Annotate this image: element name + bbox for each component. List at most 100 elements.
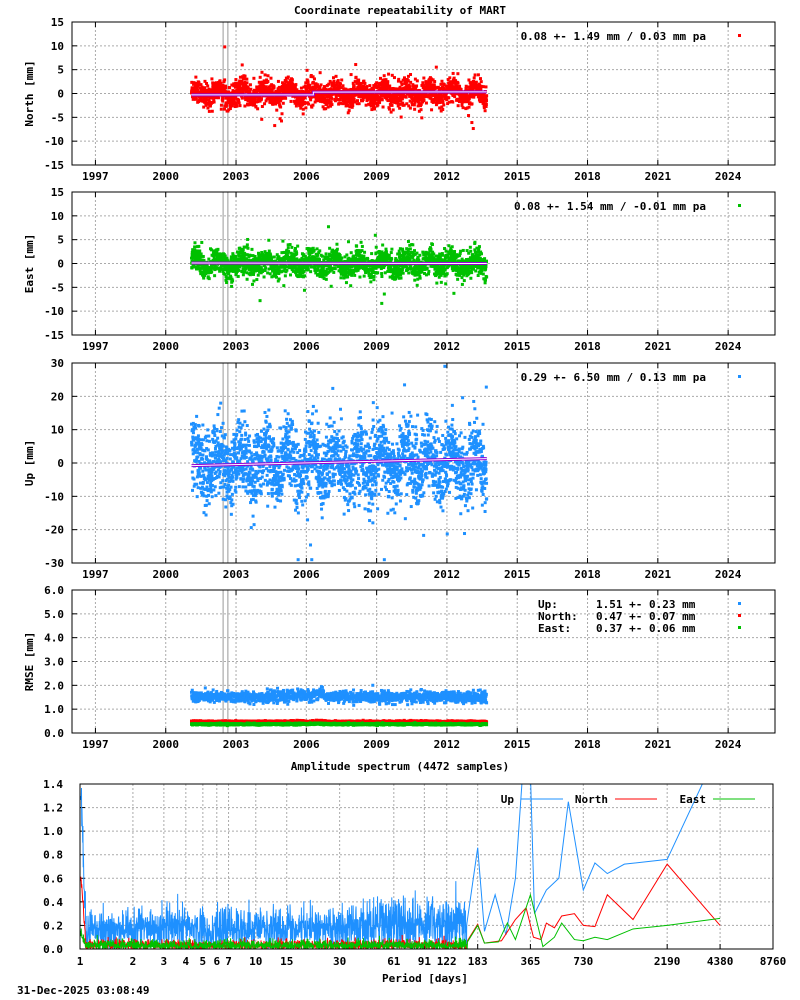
data-point — [353, 100, 357, 104]
data-point — [439, 94, 443, 98]
data-point — [368, 84, 372, 88]
data-point — [280, 119, 284, 123]
data-point — [210, 484, 214, 488]
data-point — [210, 77, 214, 81]
data-point — [458, 273, 462, 277]
data-point — [219, 81, 223, 85]
data-point — [276, 79, 280, 83]
data-point — [256, 107, 260, 111]
data-point — [355, 244, 359, 248]
data-point — [238, 79, 242, 83]
data-point — [460, 282, 464, 286]
x-tick-label: 2006 — [293, 340, 320, 353]
data-point — [202, 511, 206, 515]
data-point — [476, 73, 480, 77]
data-point — [267, 238, 271, 242]
data-point — [334, 98, 338, 102]
data-point — [458, 259, 462, 263]
data-point — [483, 281, 487, 285]
data-point — [205, 499, 209, 503]
data-point — [257, 254, 261, 258]
data-point — [421, 263, 425, 267]
data-point — [448, 84, 452, 88]
data-point — [360, 249, 364, 253]
data-point — [387, 267, 391, 271]
data-point — [328, 254, 332, 258]
data-point — [204, 487, 208, 491]
panel-2 — [72, 362, 775, 564]
data-point — [311, 246, 315, 250]
data-point — [451, 100, 455, 104]
data-point — [437, 275, 441, 279]
data-point — [478, 77, 482, 81]
data-point — [446, 102, 450, 106]
data-point — [213, 274, 217, 278]
data-point — [238, 75, 242, 79]
data-point — [281, 81, 285, 85]
data-point — [285, 268, 289, 272]
data-point — [292, 264, 296, 268]
data-point — [469, 81, 473, 85]
data-point — [205, 494, 209, 498]
data-point — [468, 85, 472, 89]
data-point — [289, 86, 293, 90]
data-point — [447, 244, 451, 248]
data-point — [197, 244, 201, 248]
data-point — [352, 85, 356, 89]
data-point — [260, 70, 264, 74]
data-point — [293, 85, 297, 89]
data-point — [459, 87, 463, 91]
data-point — [452, 291, 456, 295]
data-point — [211, 437, 215, 441]
data-point — [476, 256, 480, 260]
data-point — [274, 273, 278, 277]
data-point — [297, 263, 301, 267]
data-point — [398, 267, 402, 271]
data-point — [202, 473, 206, 477]
data-point — [412, 103, 416, 107]
data-point — [453, 95, 457, 99]
data-point — [431, 98, 435, 102]
data-point — [270, 275, 274, 279]
data-point — [485, 259, 489, 263]
data-point — [208, 96, 212, 100]
data-point — [399, 91, 403, 95]
data-point — [419, 102, 423, 106]
data-point — [357, 258, 361, 262]
data-point — [253, 99, 257, 103]
data-point — [209, 103, 213, 107]
data-point — [358, 93, 362, 97]
data-point — [262, 264, 266, 268]
data-point — [322, 258, 326, 262]
data-point — [236, 274, 240, 278]
data-point — [320, 271, 324, 275]
panel-1 — [72, 191, 775, 336]
data-point — [382, 74, 386, 78]
data-point — [463, 259, 467, 263]
data-point — [292, 99, 296, 103]
data-point — [349, 73, 353, 77]
data-point — [391, 86, 395, 90]
data-point — [442, 82, 446, 86]
data-point — [347, 109, 351, 113]
data-point — [271, 102, 275, 106]
data-point — [245, 253, 249, 257]
data-point — [279, 97, 283, 101]
data-point — [234, 273, 238, 277]
data-point — [280, 112, 284, 116]
data-point — [315, 268, 319, 272]
data-point — [223, 254, 227, 258]
data-point — [388, 95, 392, 99]
data-point — [379, 92, 383, 96]
data-point — [290, 268, 294, 272]
data-point — [296, 259, 300, 263]
data-point — [433, 258, 437, 262]
data-point — [253, 254, 257, 258]
data-point — [432, 83, 436, 87]
data-point — [300, 103, 304, 107]
data-point — [264, 99, 268, 103]
data-point — [231, 279, 235, 283]
data-point — [274, 98, 278, 102]
data-point — [193, 245, 197, 249]
data-point — [395, 258, 399, 262]
